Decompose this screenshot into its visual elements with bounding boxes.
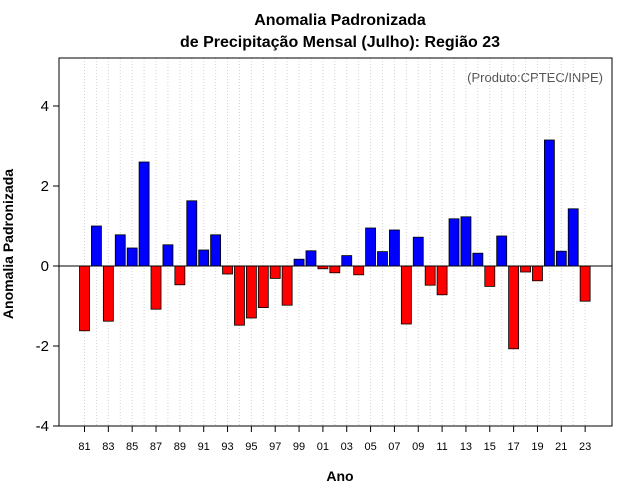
bar-21 bbox=[555, 250, 567, 267]
chart-title-line-1: Anomalia Padronizada bbox=[254, 12, 426, 29]
bar-87 bbox=[150, 265, 162, 310]
bar-90 bbox=[186, 200, 198, 267]
bar-93 bbox=[222, 265, 233, 275]
gridlines bbox=[84, 58, 586, 426]
x-tick-label: 81 bbox=[78, 441, 90, 453]
bar-86 bbox=[138, 161, 150, 267]
x-axis: 81 83 85 87 89 91 93 95 97 99 01 03 05 07 09 11 13 15 17 19… bbox=[78, 426, 591, 453]
bar-94 bbox=[234, 265, 245, 326]
bar-91 bbox=[198, 249, 210, 267]
bar-23 bbox=[579, 265, 591, 302]
bar-04 bbox=[353, 265, 365, 276]
x-tick-label: 19 bbox=[531, 441, 543, 453]
x-tick-label: 05 bbox=[364, 441, 376, 453]
x-tick-label: 99 bbox=[293, 441, 305, 453]
bar-96 bbox=[257, 265, 269, 308]
x-tick-label: 03 bbox=[341, 441, 353, 453]
y-tick-label: 4 bbox=[41, 98, 49, 115]
x-tick-label: 93 bbox=[221, 441, 233, 453]
bar-05 bbox=[365, 227, 376, 267]
bar-18 bbox=[520, 265, 531, 273]
x-axis-label: Ano bbox=[326, 468, 353, 484]
bar-99 bbox=[293, 258, 305, 267]
x-tick-label: 91 bbox=[198, 441, 210, 453]
bar-16 bbox=[496, 235, 508, 267]
x-tick-label: 01 bbox=[317, 441, 329, 453]
bar-22 bbox=[567, 208, 579, 267]
bar-07 bbox=[389, 229, 400, 267]
bar-20 bbox=[543, 139, 555, 267]
bar-83 bbox=[102, 265, 114, 322]
bar-98 bbox=[281, 265, 293, 306]
chart-title-line-2: de Precipitação Mensal (Julho): Região 2… bbox=[180, 34, 500, 51]
x-tick-label: 11 bbox=[436, 441, 447, 453]
y-tick-label: 0 bbox=[41, 258, 49, 275]
bar-15 bbox=[484, 265, 496, 287]
bar-81 bbox=[79, 265, 90, 332]
bars bbox=[79, 139, 591, 350]
bar-11 bbox=[436, 265, 448, 296]
bar-95 bbox=[245, 265, 257, 319]
x-tick-label: 21 bbox=[555, 441, 567, 453]
bar-88 bbox=[162, 244, 174, 267]
bar-02 bbox=[329, 265, 341, 274]
bar-10 bbox=[424, 265, 436, 286]
x-tick-label: 13 bbox=[460, 441, 472, 453]
y-tick-label: -2 bbox=[36, 338, 49, 355]
y-tick-label: -4 bbox=[36, 418, 49, 435]
bar-06 bbox=[377, 251, 388, 267]
x-tick-label: 89 bbox=[174, 441, 186, 453]
x-tick-label: 97 bbox=[269, 441, 281, 453]
bar-17 bbox=[508, 265, 520, 350]
x-tick-label: 87 bbox=[150, 441, 162, 453]
y-tick-label: 2 bbox=[41, 178, 49, 195]
x-tick-label: 95 bbox=[245, 441, 257, 453]
y-axis-label: Anomalia Padronizada bbox=[0, 169, 16, 319]
x-tick-label: 85 bbox=[126, 441, 138, 453]
bar-14 bbox=[472, 252, 484, 267]
bar-84 bbox=[114, 234, 126, 267]
x-tick-label: 09 bbox=[412, 441, 424, 453]
y-axis: -4 -2 0 2 4 bbox=[36, 98, 59, 435]
bar-09 bbox=[412, 236, 424, 267]
x-tick-label: 15 bbox=[484, 441, 496, 453]
bar-82 bbox=[91, 225, 102, 267]
bar-97 bbox=[269, 265, 281, 279]
x-tick-label: 23 bbox=[579, 441, 591, 453]
bar-89 bbox=[174, 265, 186, 286]
bar-85 bbox=[126, 247, 138, 267]
x-tick-label: 17 bbox=[507, 441, 519, 453]
bar-03 bbox=[341, 255, 353, 267]
x-tick-label: 07 bbox=[388, 441, 400, 453]
bar-00 bbox=[305, 250, 317, 267]
bar-12 bbox=[448, 218, 460, 267]
bar-92 bbox=[210, 234, 222, 267]
plot-frame bbox=[58, 57, 613, 427]
product-credit: (Produto:CPTEC/INPE) bbox=[467, 70, 603, 85]
bar-13 bbox=[460, 216, 472, 267]
x-tick-label: 83 bbox=[102, 441, 114, 453]
bar-08 bbox=[400, 265, 412, 325]
bar-19 bbox=[532, 265, 543, 282]
